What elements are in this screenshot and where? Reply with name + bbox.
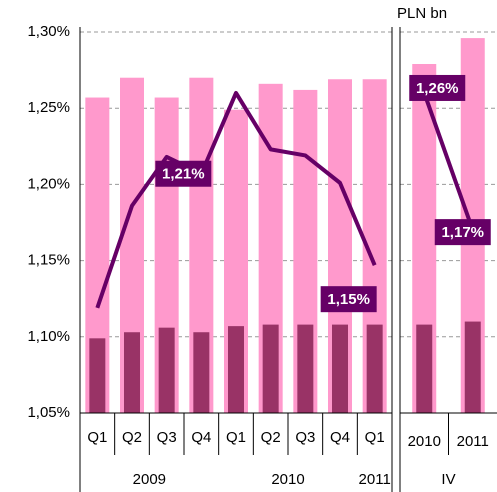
data-label-box: [155, 160, 212, 187]
data-label-box: [320, 286, 377, 313]
y-tick-label: 1,25%: [27, 99, 70, 116]
x-tick-label: Q4: [191, 429, 211, 446]
y-tick-label: 1,15%: [27, 252, 70, 269]
y-tick-label: 1,05%: [27, 404, 70, 421]
data-label: 1,26%: [416, 80, 459, 97]
bar: [193, 332, 210, 413]
y-tick-label: 1,10%: [27, 328, 70, 345]
x-tick-label: Q4: [330, 429, 350, 446]
bar: [89, 338, 106, 413]
bar: [158, 327, 175, 413]
group-label: IV: [441, 471, 455, 488]
bar: [228, 326, 244, 413]
data-label: 1,17%: [441, 224, 484, 241]
bar: [366, 324, 383, 413]
x-tick-label: Q3: [295, 429, 315, 446]
data-label: 1,21%: [162, 166, 205, 183]
y-tick-label: 1,20%: [27, 175, 70, 192]
x-tick-label: 2010: [408, 433, 441, 450]
group-label: 2011: [359, 471, 391, 488]
x-tick-label: Q1: [365, 429, 385, 446]
x-tick-label: Q3: [157, 429, 177, 446]
data-label-box: [434, 219, 491, 246]
x-tick-label: Q2: [122, 429, 142, 446]
bar: [416, 324, 433, 413]
bar: [124, 332, 140, 413]
line: [422, 92, 475, 231]
x-tick-label: Q2: [261, 429, 281, 446]
data-label: 1,15%: [327, 291, 370, 308]
x-tick-label: 2011: [457, 433, 489, 450]
line: [95, 90, 377, 309]
bar: [297, 324, 314, 413]
bar: [262, 324, 279, 413]
group-label: 2010: [271, 471, 304, 488]
bar: [464, 321, 481, 413]
y-tick-label: 1,30%: [27, 23, 70, 40]
data-label-box: [409, 74, 466, 101]
y2-axis-label: PLN bn: [397, 5, 447, 22]
x-tick-label: Q1: [87, 429, 107, 446]
group-label: 2009: [133, 471, 166, 488]
x-tick-label: Q1: [226, 429, 246, 446]
bar: [332, 324, 348, 413]
